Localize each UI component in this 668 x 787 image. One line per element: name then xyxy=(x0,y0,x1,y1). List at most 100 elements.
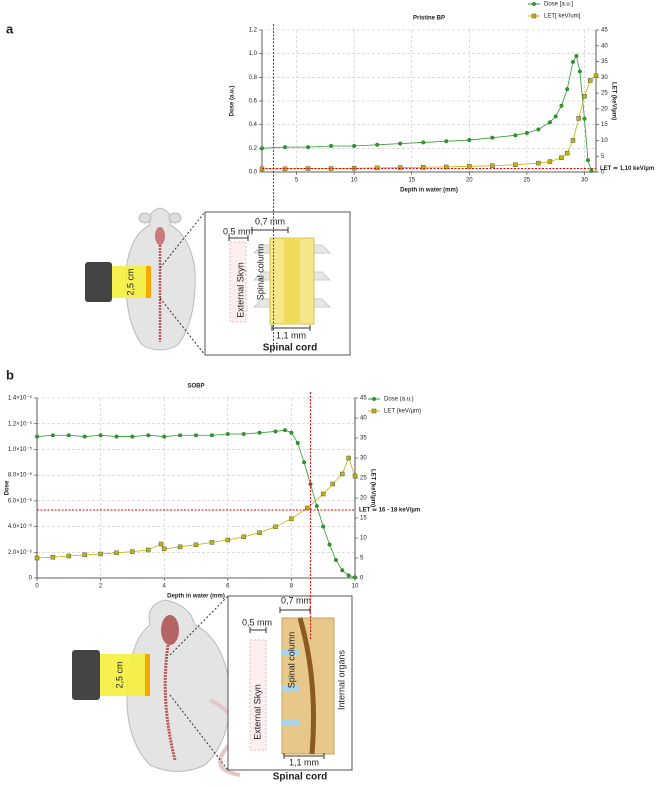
axes xyxy=(261,30,597,173)
x-tick-label: 5 xyxy=(295,178,299,184)
mouse-ear xyxy=(138,212,152,224)
label: 0,7 mm xyxy=(281,595,311,605)
data-point xyxy=(161,546,167,552)
data-point xyxy=(257,530,262,536)
data-point xyxy=(66,553,72,559)
x-tick-label: 10 xyxy=(351,178,358,184)
data-point xyxy=(513,162,518,167)
scale-bar xyxy=(251,227,289,233)
data-point xyxy=(589,168,594,173)
zoom-line xyxy=(169,595,229,656)
y2-tick-label: 25 xyxy=(360,476,367,482)
legend-marker xyxy=(372,397,377,402)
data-point xyxy=(329,143,334,148)
y2-tick-label: 10 xyxy=(601,138,608,144)
data-point xyxy=(321,524,326,529)
label: 1,1 mm xyxy=(289,757,319,767)
data-point xyxy=(273,429,278,434)
x-tick-label: 30 xyxy=(581,178,588,184)
spine xyxy=(163,644,177,761)
y2-tick-label: 10 xyxy=(360,536,367,542)
y-tick-label: 0.0 xyxy=(249,170,258,176)
y2-tick-label: 35 xyxy=(360,436,367,442)
beam-source xyxy=(72,650,100,700)
y2-axis-label: LET (keV/µm) xyxy=(610,82,616,120)
series-line xyxy=(36,429,356,578)
label: 0,5 mm xyxy=(242,617,272,627)
y2-tick-label: 5 xyxy=(601,154,605,160)
brain xyxy=(155,227,165,245)
chart-title: SOBP xyxy=(187,384,204,390)
annotation: LET ≃ 1,10 keV/µm xyxy=(600,166,654,172)
y-tick-label: 1.4×10⁻⁵ xyxy=(8,395,33,402)
y-tick-label: 0.8 xyxy=(249,75,258,81)
data-point xyxy=(283,428,288,433)
y-tick-label: 0.2 xyxy=(249,146,258,152)
data-point xyxy=(114,434,119,439)
y-tick-label: 2.0×10⁻⁶ xyxy=(8,549,33,556)
data-point xyxy=(162,434,167,439)
series-line xyxy=(262,75,597,170)
y-tick-label: 1.2×10⁻⁵ xyxy=(8,420,33,427)
label: Internal organs xyxy=(336,649,346,710)
y-tick-label: 1.2 xyxy=(249,28,258,34)
x-tick-label: 2 xyxy=(99,584,103,590)
data-point xyxy=(346,573,351,578)
data-point xyxy=(490,163,495,168)
x-tick-label: 4 xyxy=(163,584,167,590)
y-tick-label: 8.0×10⁻⁶ xyxy=(8,472,33,479)
beam-source xyxy=(85,262,112,302)
data-point xyxy=(257,430,262,435)
data-point xyxy=(193,433,198,438)
mouse-tail xyxy=(209,698,241,777)
data-point xyxy=(327,542,332,547)
data-point xyxy=(130,434,135,439)
data-point xyxy=(582,94,587,99)
x-axis-label: Depth in water (mm) xyxy=(167,594,225,600)
x-tick-label: 8 xyxy=(290,584,294,590)
data-point xyxy=(375,142,380,147)
data-point xyxy=(553,114,558,119)
y2-tick-label: 30 xyxy=(601,75,608,81)
y2-axis-label: LET (keV/µm) xyxy=(369,469,375,507)
data-point xyxy=(577,69,582,74)
label: Spinal column xyxy=(255,244,265,301)
zoom-line xyxy=(159,297,206,356)
data-point xyxy=(536,160,541,166)
data-point xyxy=(398,141,403,146)
x-axis-label: Depth in water (mm) xyxy=(400,188,458,194)
y-tick-label: 0.4 xyxy=(249,122,258,128)
label: 0,5 mm xyxy=(223,226,253,236)
data-point xyxy=(570,138,576,143)
data-point xyxy=(98,433,103,438)
data-point xyxy=(346,455,351,461)
data-point xyxy=(490,135,495,140)
illustration-b: 2,5 cm 0,5 mm 0,7 mm External Skyn Spina… xyxy=(72,595,353,783)
data-point xyxy=(146,433,151,438)
y2-tick-label: 40 xyxy=(360,416,367,422)
data-point xyxy=(50,554,56,560)
data-point xyxy=(559,155,564,161)
data-point xyxy=(582,116,587,121)
label: Spinal column xyxy=(286,632,296,689)
data-point xyxy=(353,575,358,580)
data-point xyxy=(574,54,579,59)
data-point xyxy=(178,433,183,438)
y-axis-label: Dose (a.u.) xyxy=(230,86,236,117)
data-point xyxy=(130,549,135,554)
illustration-a: 2,5 cm 0,5 mm 0,7 mm External Skyn Spina… xyxy=(85,207,351,356)
data-point xyxy=(536,127,541,132)
data-point xyxy=(302,460,307,465)
scale-bar xyxy=(283,753,325,759)
legend-label: LET (keV/µm) xyxy=(384,409,421,415)
data-point xyxy=(352,473,358,479)
x-tick-label: 0 xyxy=(35,584,39,590)
legend-label: Dose (a.u.) xyxy=(384,397,414,403)
scale-bar xyxy=(249,627,267,633)
x-tick-label: 10 xyxy=(352,584,359,590)
y2-tick-label: 25 xyxy=(601,91,608,97)
y2-tick-label: 45 xyxy=(360,396,367,402)
data-point xyxy=(34,555,40,561)
scale-bar xyxy=(271,325,311,331)
data-point xyxy=(82,552,87,558)
